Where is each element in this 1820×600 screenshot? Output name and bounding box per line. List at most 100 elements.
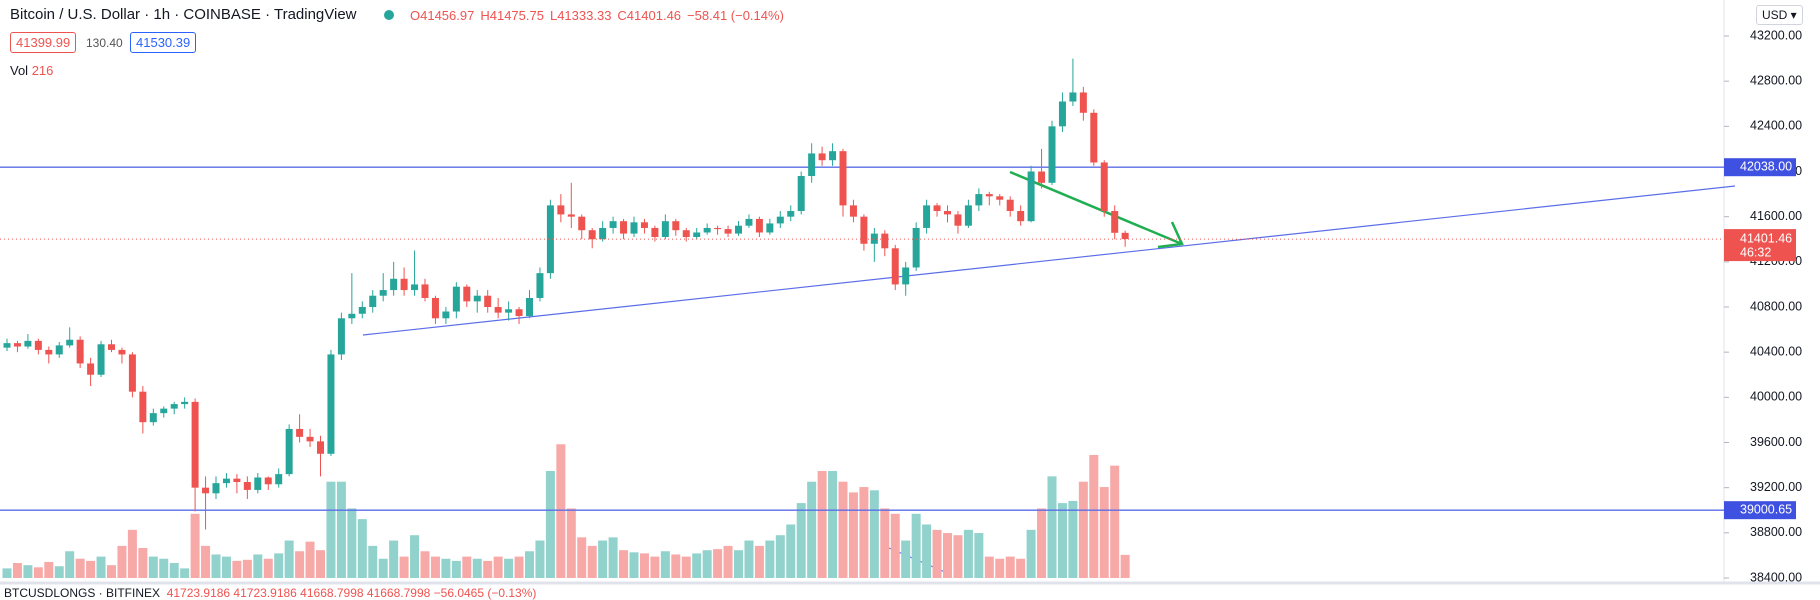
- volume-bar: [2, 568, 12, 578]
- candle-body: [735, 225, 742, 234]
- candle-body: [348, 313, 356, 319]
- candle-body: [745, 218, 753, 226]
- volume-bar: [305, 541, 315, 578]
- volume-bar: [880, 508, 890, 578]
- volume-label: Vol 216: [10, 63, 53, 78]
- y-tick-label: 38800.00: [1750, 525, 1802, 539]
- candle-body: [515, 309, 523, 317]
- y-tick-label: 39600.00: [1750, 435, 1802, 449]
- candle-body: [985, 194, 993, 197]
- candle-body: [421, 284, 429, 298]
- candle-body: [975, 194, 983, 206]
- candle-body: [118, 349, 126, 355]
- candle-body: [944, 211, 951, 215]
- bottom-symbol: BTCUSDLONGS · BITFINEX: [4, 586, 161, 600]
- volume-bar: [242, 559, 252, 578]
- volume-bar: [159, 558, 169, 578]
- volume-bar: [483, 560, 493, 578]
- volume-bar: [357, 519, 367, 578]
- volume-bar: [430, 556, 440, 578]
- volume-bar: [963, 529, 973, 578]
- ohlc-item: O41456.97: [410, 8, 475, 23]
- currency-select[interactable]: USD ▾: [1756, 5, 1803, 25]
- volume-bar: [23, 565, 33, 578]
- ohlc-item: L41333.33: [549, 8, 612, 23]
- volume-bar: [775, 535, 785, 578]
- bottom-values: 41723.9186 41723.9186 41668.7998 41668.7…: [166, 586, 537, 600]
- volume-bar: [535, 540, 545, 578]
- candle-body: [275, 474, 283, 485]
- candle-body: [233, 478, 241, 483]
- candle-body: [181, 401, 189, 405]
- candle-body: [1027, 171, 1035, 222]
- volume-bar: [201, 545, 211, 578]
- volume-bar: [660, 551, 670, 578]
- volume-bar: [1089, 454, 1099, 578]
- candle-body: [964, 205, 972, 226]
- trend-line[interactable]: [362, 185, 1736, 336]
- candle-body: [1058, 101, 1066, 127]
- candle-body: [902, 267, 910, 285]
- candle-body: [640, 222, 648, 228]
- ohlc-item: −58.41 (−0.14%): [687, 8, 784, 23]
- volume-bar: [1026, 529, 1036, 578]
- candle-body: [222, 478, 230, 484]
- volume-bar: [451, 560, 461, 578]
- candle-body: [55, 345, 63, 355]
- candle-body: [546, 205, 554, 274]
- candle-body: [358, 307, 366, 314]
- candle-body: [473, 295, 481, 302]
- volume-bar: [368, 545, 378, 578]
- candle-body: [933, 205, 941, 212]
- y-tick-label: 40800.00: [1750, 299, 1802, 313]
- candle-body: [191, 401, 199, 488]
- volume-bar: [713, 549, 723, 578]
- volume-bar: [911, 513, 921, 578]
- y-tick-label: 42400.00: [1750, 119, 1802, 133]
- level-label-box: [1724, 501, 1796, 520]
- volume-bar: [274, 553, 284, 578]
- candle-body: [139, 391, 147, 423]
- volume-bar: [587, 545, 597, 578]
- volume-bar: [639, 553, 649, 578]
- sell-button[interactable]: 41399.99: [10, 32, 77, 53]
- candle-body: [505, 309, 513, 313]
- volume-bar: [890, 513, 900, 578]
- volume-bar: [336, 481, 346, 578]
- candles: [3, 58, 1129, 530]
- candle-body: [264, 477, 272, 485]
- volume-bar: [1005, 556, 1015, 578]
- candle-body: [808, 153, 816, 177]
- candle-body: [306, 436, 314, 442]
- buy-button[interactable]: 41530.39: [130, 32, 197, 53]
- volume-bar: [681, 556, 691, 578]
- candle-body: [797, 176, 805, 212]
- volume-bar: [828, 471, 838, 578]
- volume-bar: [389, 540, 399, 578]
- candle-body: [76, 339, 84, 364]
- volume-bar: [566, 508, 576, 578]
- arrow[interactable]: [1009, 170, 1184, 249]
- volume-bar: [1068, 500, 1078, 578]
- volume-bar: [493, 556, 503, 578]
- volume-bar: [796, 503, 806, 578]
- volume-bar: [12, 563, 22, 578]
- candle-body: [1048, 126, 1056, 183]
- candle-body: [588, 230, 596, 240]
- volume-bar: [1037, 508, 1047, 578]
- level-label: 42038.00: [1740, 160, 1792, 174]
- candle-body: [651, 227, 659, 237]
- candle-body: [1079, 92, 1087, 113]
- volume-bar: [441, 558, 451, 578]
- volume-bar: [754, 545, 764, 578]
- y-tick-label: 43200.00: [1750, 28, 1802, 42]
- candle-body: [526, 297, 533, 317]
- candle-body: [3, 343, 11, 348]
- volume-bar: [765, 540, 775, 578]
- candle-body: [599, 227, 607, 240]
- volume-bar: [117, 545, 127, 578]
- candle-body: [672, 221, 680, 231]
- volume-bar: [974, 533, 984, 578]
